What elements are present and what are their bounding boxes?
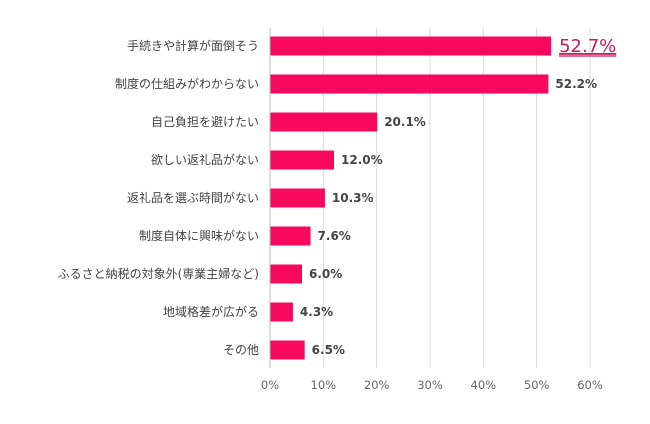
value-label: 6.5% (312, 343, 345, 357)
bar (270, 264, 302, 284)
bar (270, 74, 549, 94)
x-tick-label: 40% (471, 378, 497, 392)
x-tick-label: 10% (311, 378, 337, 392)
highlighted-value-label: 52.7% (559, 36, 616, 57)
x-tick-label: 0% (261, 378, 279, 392)
category-label: 手続きや計算が面倒そう (127, 38, 259, 53)
x-tick-label: 50% (524, 378, 550, 392)
bar (270, 112, 378, 132)
category-label: 制度自体に興味がない (139, 228, 259, 243)
category-label: 制度の仕組みがわからない (115, 76, 259, 91)
category-label: ふるさと納税の対象外(専業主婦など) (58, 266, 259, 281)
value-label: 20.1% (384, 115, 426, 129)
category-label: 地域格差が広がる (163, 304, 259, 319)
category-label: 返礼品を選ぶ時間がない (127, 190, 259, 205)
bar (270, 302, 293, 322)
value-label: 4.3% (300, 305, 333, 319)
value-label: 52.2% (555, 77, 597, 91)
category-label: その他 (223, 343, 259, 357)
value-label: 7.6% (318, 229, 351, 243)
value-label: 10.3% (332, 191, 374, 205)
category-label: 欲しい返礼品がない (151, 152, 259, 167)
value-label: 12.0% (341, 153, 383, 167)
x-tick-label: 30% (417, 378, 443, 392)
bar (270, 150, 334, 170)
bar (270, 36, 552, 56)
bar (270, 188, 325, 208)
value-label: 6.0% (309, 267, 342, 281)
category-label: 自己負担を避けたい (151, 115, 259, 129)
bar (270, 340, 305, 360)
bar (270, 226, 311, 246)
x-tick-label: 60% (577, 378, 603, 392)
x-tick-label: 20% (364, 378, 390, 392)
